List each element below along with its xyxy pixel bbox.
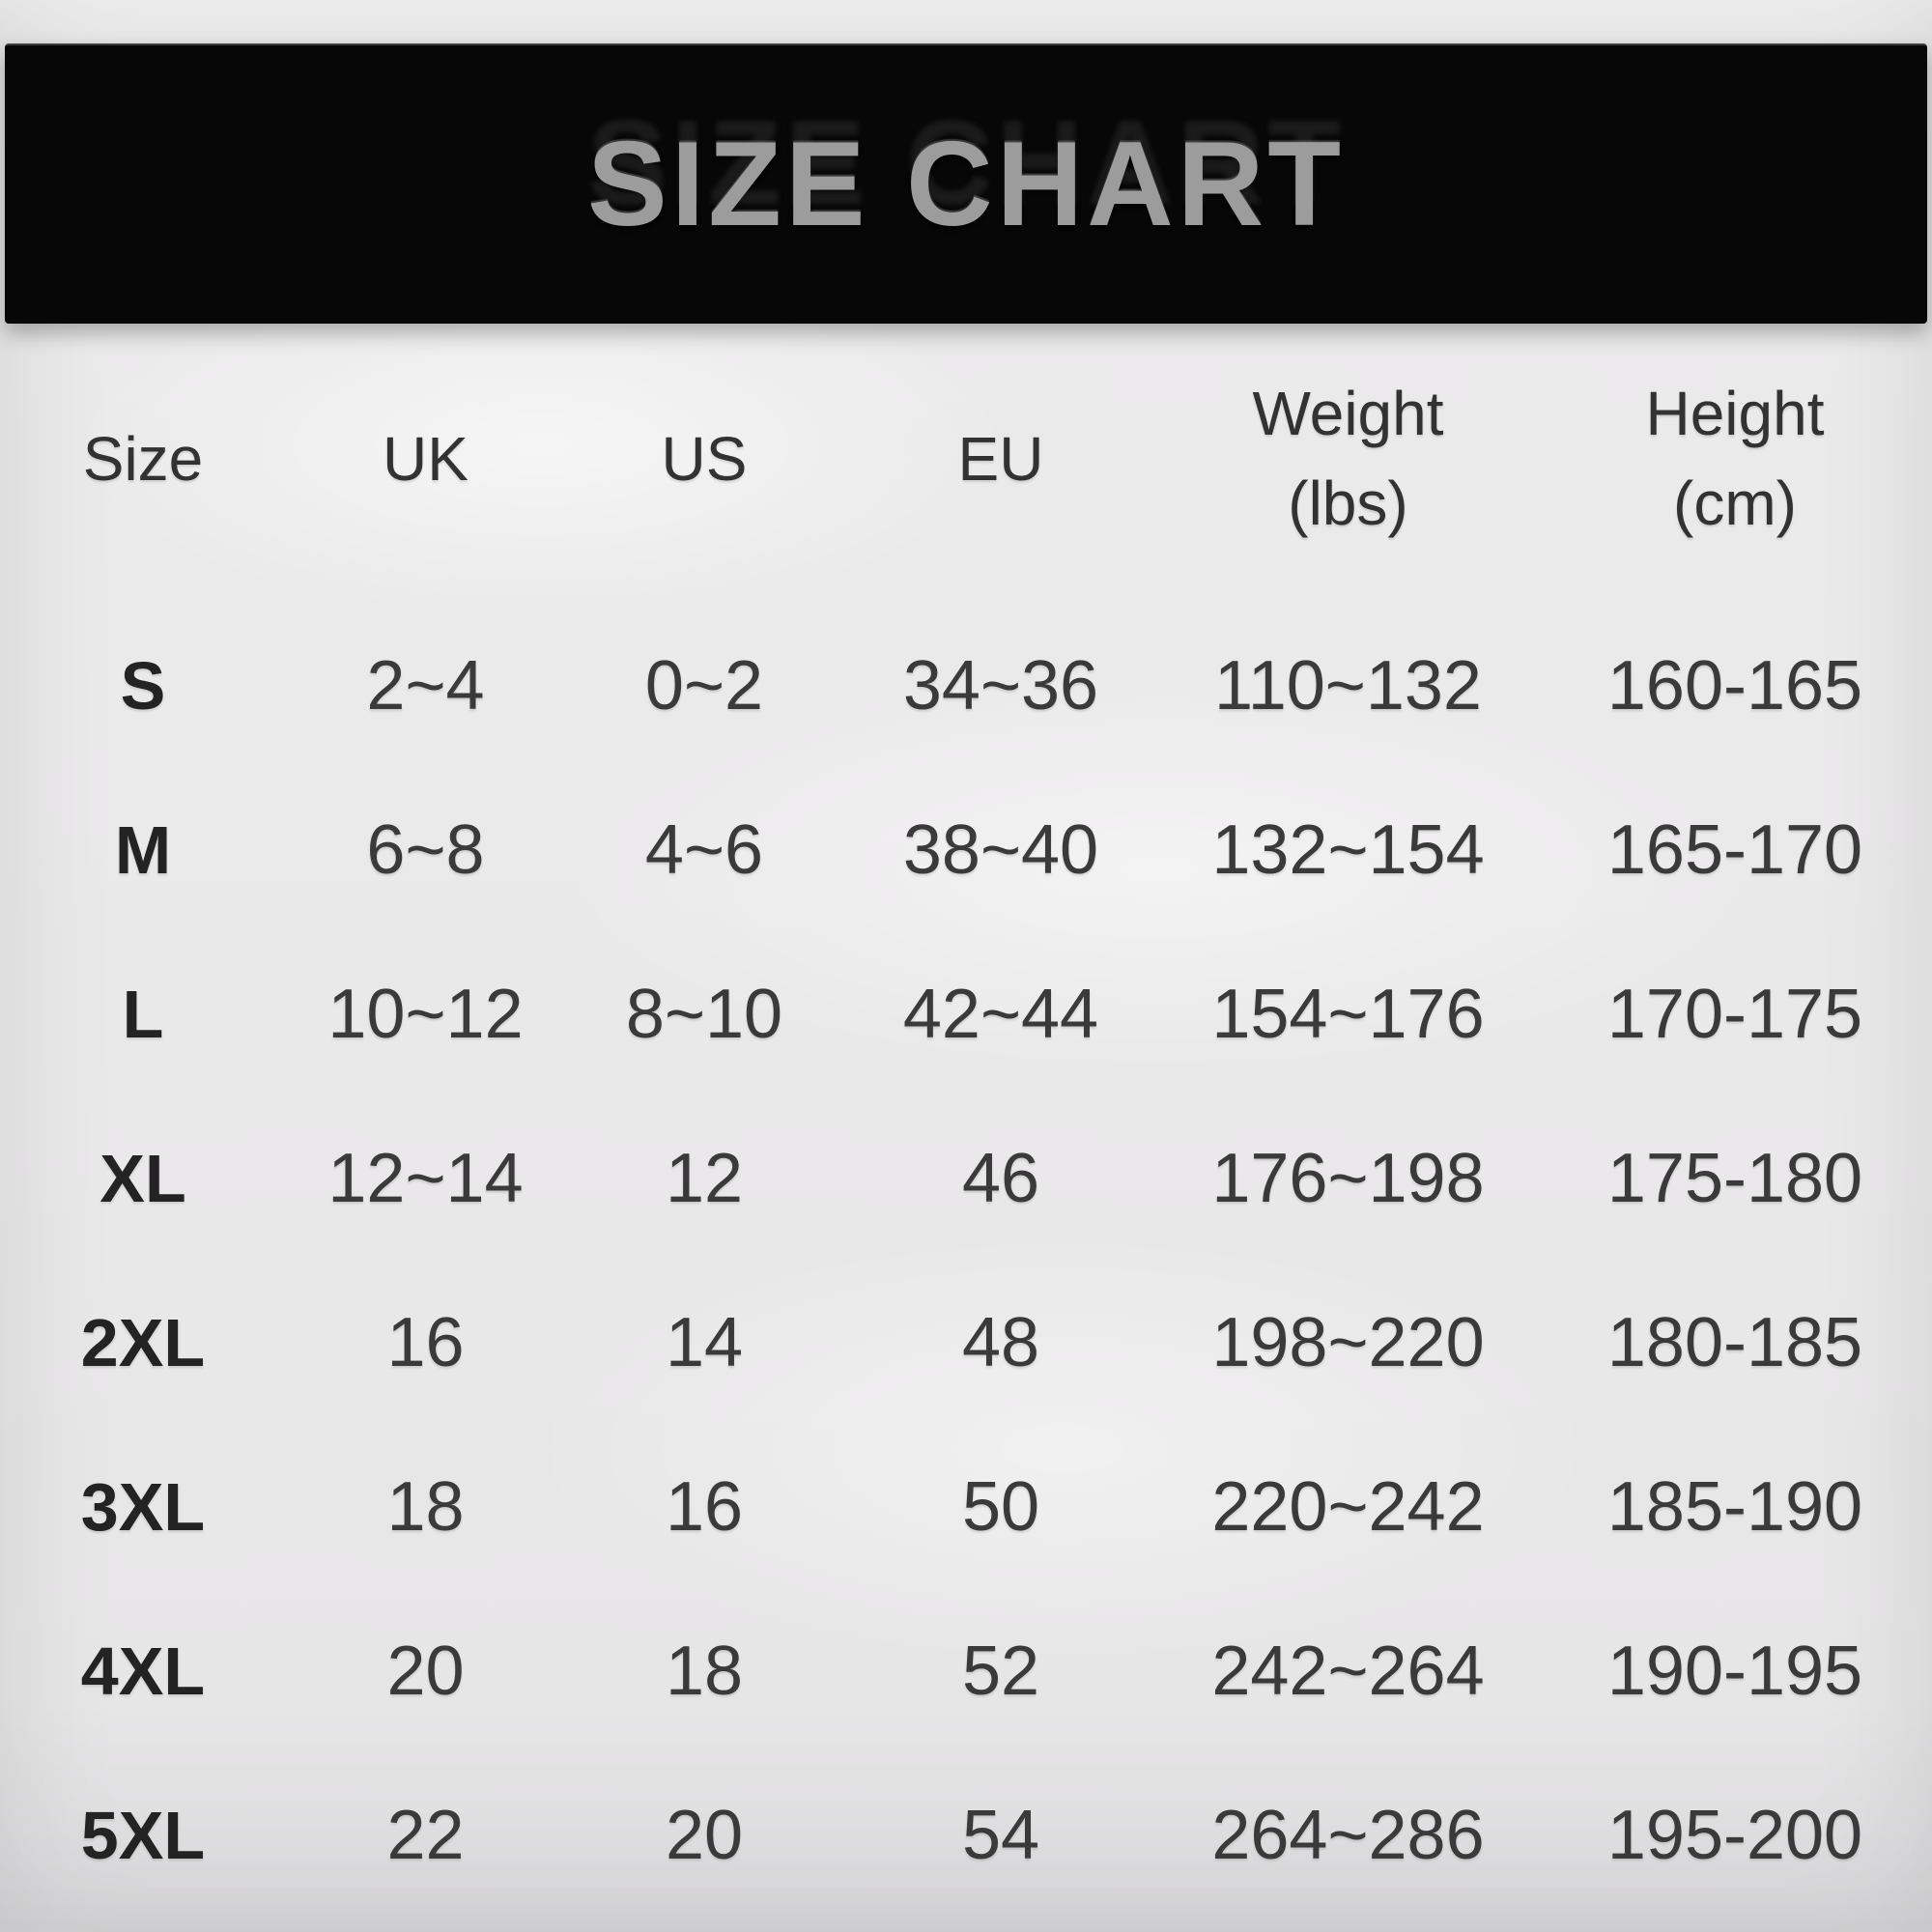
table-row-s: S 2~4 0~2 34~36 110~132 160-165 xyxy=(0,604,1932,768)
height-value: 180-185 xyxy=(1606,1304,1863,1381)
table-row-3xl: 3XL 18 16 50 220~242 185-190 xyxy=(0,1425,1932,1589)
uk-value: 20 xyxy=(386,1633,465,1710)
size-label: 4XL xyxy=(80,1634,206,1709)
us-value: 12 xyxy=(665,1140,744,1217)
height-value: 165-170 xyxy=(1606,811,1863,889)
table-header-row: Size UK US EU Weight (lbs) Height (cm) xyxy=(0,357,1932,560)
eu-value: 52 xyxy=(961,1633,1040,1710)
column-header-height-label: Height xyxy=(1645,379,1825,449)
weight-value: 154~176 xyxy=(1211,976,1485,1053)
size-label: S xyxy=(120,648,166,724)
title-banner: SIZE CHART xyxy=(5,43,1927,324)
uk-value: 18 xyxy=(386,1468,465,1546)
us-value: 14 xyxy=(665,1304,744,1381)
eu-value: 46 xyxy=(961,1140,1040,1217)
column-header-eu: EU xyxy=(957,424,1044,494)
column-header-weight-unit: (lbs) xyxy=(1288,469,1408,538)
weight-value: 132~154 xyxy=(1211,811,1485,889)
uk-value: 2~4 xyxy=(366,647,485,724)
table-row-l: L 10~12 8~10 42~44 154~176 170-175 xyxy=(0,932,1932,1096)
column-header-uk: UK xyxy=(383,424,469,494)
weight-value: 264~286 xyxy=(1211,1797,1485,1874)
table-row-4xl: 4XL 20 18 52 242~264 190-195 xyxy=(0,1589,1932,1753)
weight-value: 176~198 xyxy=(1211,1140,1485,1217)
table-row-2xl: 2XL 16 14 48 198~220 180-185 xyxy=(0,1261,1932,1425)
eu-value: 54 xyxy=(961,1797,1040,1874)
table-row-xl: XL 12~14 12 46 176~198 175-180 xyxy=(0,1096,1932,1261)
weight-value: 110~132 xyxy=(1214,647,1482,724)
eu-value: 50 xyxy=(961,1468,1040,1546)
us-value: 16 xyxy=(665,1468,744,1546)
size-label: 2XL xyxy=(80,1305,206,1380)
uk-value: 12~14 xyxy=(327,1140,524,1217)
us-value: 18 xyxy=(665,1633,744,1710)
height-value: 175-180 xyxy=(1606,1140,1863,1217)
us-value: 0~2 xyxy=(644,647,764,724)
uk-value: 22 xyxy=(386,1797,465,1874)
uk-value: 16 xyxy=(386,1304,465,1381)
size-label: 5XL xyxy=(80,1798,206,1873)
height-value: 190-195 xyxy=(1606,1633,1863,1710)
height-value: 185-190 xyxy=(1606,1468,1863,1546)
us-value: 4~6 xyxy=(644,811,764,889)
size-label: 3XL xyxy=(80,1469,206,1545)
uk-value: 10~12 xyxy=(327,976,524,1053)
size-table: Size UK US EU Weight (lbs) Height (cm) S… xyxy=(0,357,1932,1918)
height-value: 170-175 xyxy=(1606,976,1863,1053)
weight-value: 242~264 xyxy=(1211,1633,1485,1710)
column-header-size: Size xyxy=(82,424,204,494)
weight-value: 198~220 xyxy=(1211,1304,1485,1381)
column-header-weight: Weight (lbs) xyxy=(1158,369,1538,549)
size-label: L xyxy=(122,977,164,1052)
eu-value: 48 xyxy=(961,1304,1040,1381)
column-header-weight-label: Weight xyxy=(1252,379,1444,449)
eu-value: 34~36 xyxy=(902,647,1099,724)
eu-value: 38~40 xyxy=(902,811,1099,889)
column-header-us: US xyxy=(661,424,748,494)
us-value: 20 xyxy=(665,1797,744,1874)
column-header-height: Height (cm) xyxy=(1538,369,1932,549)
table-row-m: M 6~8 4~6 38~40 132~154 165-170 xyxy=(0,768,1932,932)
us-value: 8~10 xyxy=(625,976,783,1053)
uk-value: 6~8 xyxy=(366,811,485,889)
eu-value: 42~44 xyxy=(902,976,1099,1053)
height-value: 195-200 xyxy=(1606,1797,1863,1874)
column-header-height-unit: (cm) xyxy=(1673,469,1797,538)
size-label: M xyxy=(114,812,172,888)
page-title: SIZE CHART xyxy=(587,118,1345,251)
size-label: XL xyxy=(99,1141,186,1216)
weight-value: 220~242 xyxy=(1211,1468,1485,1546)
height-value: 160-165 xyxy=(1606,647,1863,724)
table-row-5xl: 5XL 22 20 54 264~286 195-200 xyxy=(0,1753,1932,1918)
